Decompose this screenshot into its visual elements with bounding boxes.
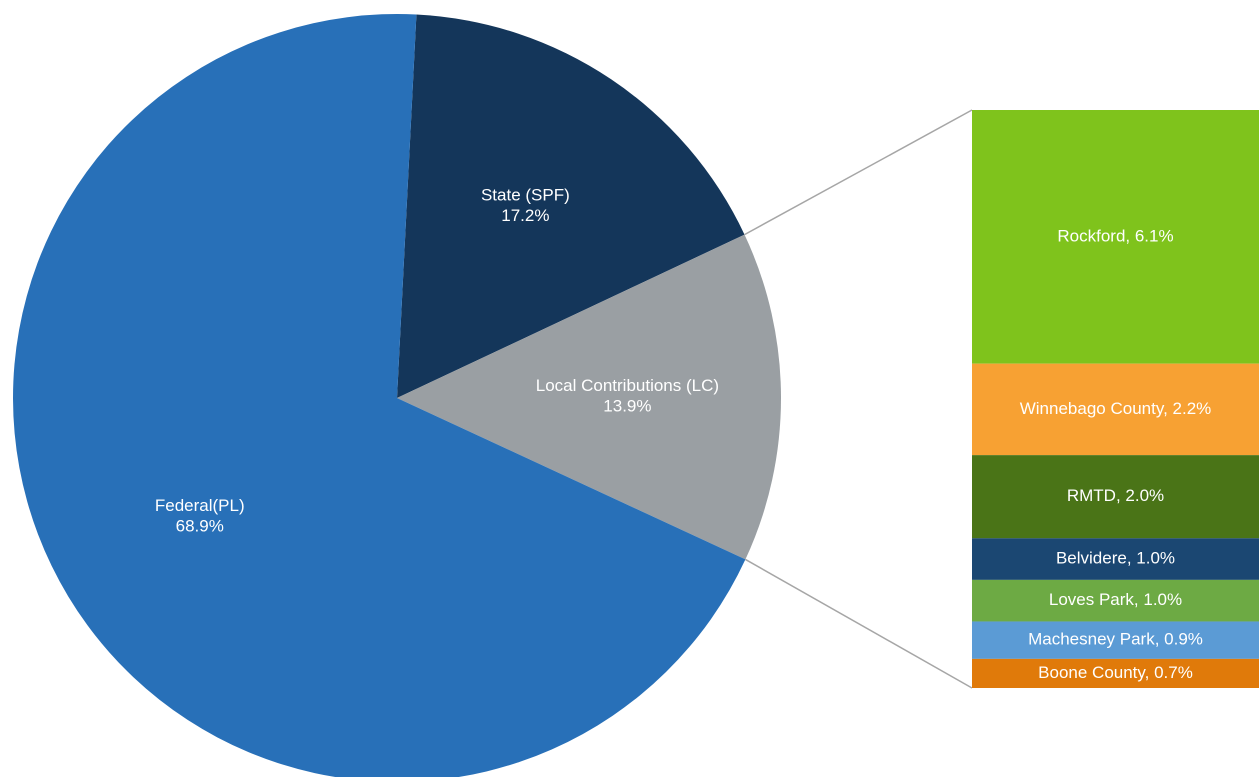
breakdown-label: Loves Park, 1.0% — [1049, 590, 1182, 609]
pie-slice — [13, 14, 746, 777]
breakdown-bar — [972, 455, 1259, 539]
breakdown-label: Boone County, 0.7% — [1038, 663, 1193, 682]
connector — [744, 109, 973, 236]
breakdown-bar — [972, 621, 1259, 659]
slice-label: State (SPF) 17.2% — [481, 186, 570, 225]
slice-name: Federal(PL) — [155, 496, 245, 515]
pie-slice — [397, 234, 782, 560]
slice-value: 13.9% — [603, 397, 651, 416]
slice-name: Local Contributions (LC) — [536, 377, 719, 396]
breakdown-label: Rockford, 6.1% — [1057, 226, 1173, 245]
breakdown-label: Belvidere, 1.0% — [1056, 549, 1175, 568]
slice-label: Local Contributions (LC) 13.9% — [536, 377, 719, 416]
slice-label: Federal(PL) 68.9% — [155, 496, 245, 535]
breakdown-bar — [972, 363, 1259, 456]
breakdown-bar — [972, 579, 1259, 622]
pie-slice — [397, 14, 745, 399]
slice-value: 17.2% — [501, 206, 549, 225]
breakdown-label: RMTD, 2.0% — [1067, 486, 1164, 505]
breakdown-bar — [972, 658, 1259, 688]
slice-value: 68.9% — [176, 517, 224, 536]
breakdown-bar — [972, 538, 1259, 580]
breakdown-label: Winnebago County, 2.2% — [1020, 399, 1212, 418]
breakdown-bar — [972, 110, 1259, 364]
breakdown-label: Machesney Park, 0.9% — [1028, 630, 1203, 649]
slice-name: State (SPF) — [481, 186, 570, 205]
connector — [745, 558, 973, 689]
